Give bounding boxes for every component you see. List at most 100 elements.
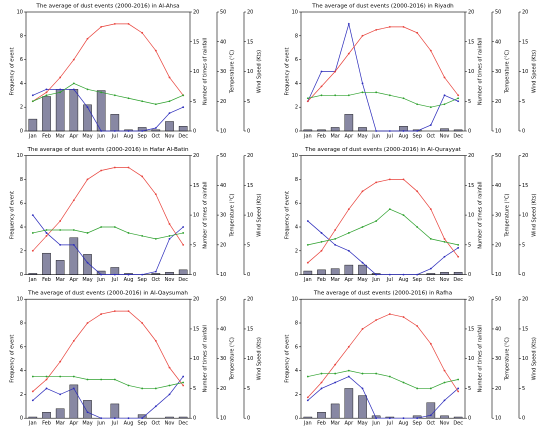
series-point — [361, 328, 364, 330]
series-line — [307, 22, 459, 132]
tick-label: 4 — [295, 81, 298, 87]
series-point — [457, 378, 460, 381]
x-tick-label: Sep — [137, 277, 146, 283]
tick-label: 15 — [522, 39, 528, 45]
tick-label: 20 — [220, 386, 226, 392]
axis-label: Number of times of rainfall — [203, 181, 209, 248]
bar — [358, 264, 367, 275]
bar — [110, 267, 120, 275]
tick-label: 20 — [247, 10, 253, 16]
series-point — [182, 375, 185, 378]
series-point — [429, 414, 432, 417]
series-point — [402, 97, 405, 100]
series-point — [31, 94, 34, 97]
series-point — [388, 273, 391, 276]
x-tick-label: Jan — [303, 421, 312, 427]
series-line — [32, 167, 184, 252]
tick-label: 15 — [247, 183, 253, 189]
x-tick-label: Apr — [70, 277, 80, 283]
series-point — [113, 166, 116, 169]
x-tick-label: May — [82, 134, 92, 140]
tick-label: 10 — [522, 213, 528, 219]
series-point — [402, 130, 405, 132]
bar — [303, 129, 313, 132]
bar — [453, 129, 463, 132]
tick-label: 2 — [20, 105, 23, 111]
series-point — [168, 393, 171, 396]
x-tick-label: Jun — [371, 421, 380, 427]
tick-label: 20 — [522, 153, 528, 159]
x-tick-label: Mar — [330, 134, 340, 140]
x-tick-label: Jun — [96, 421, 105, 427]
series-point — [72, 58, 75, 61]
series-point — [429, 387, 432, 390]
x-tick-label: Apr — [70, 421, 80, 427]
tick-label: 4 — [295, 368, 298, 374]
x-tick-label: Mar — [55, 277, 65, 283]
series-point — [182, 381, 185, 384]
x-tick-label: Jul — [386, 421, 393, 427]
series-point — [443, 381, 446, 384]
x-tick-label: Oct — [152, 134, 161, 140]
bar — [426, 273, 436, 275]
x-tick-label: May — [357, 134, 367, 140]
x-tick-label: Sep — [137, 421, 146, 427]
tick-label: 4 — [295, 225, 298, 231]
tick-label: 5 — [468, 386, 471, 392]
tick-label: 4 — [20, 368, 23, 374]
series-point — [72, 88, 75, 91]
series-point — [361, 372, 364, 375]
tick-label: 6 — [20, 344, 23, 350]
bar — [55, 260, 65, 275]
series-point — [45, 229, 48, 231]
series-line — [307, 91, 459, 108]
x-tick-label: Sep — [412, 277, 421, 283]
x-tick-label: Nov — [165, 134, 175, 140]
axis-label: Frequency of event — [10, 191, 16, 239]
tick-label: 0 — [247, 129, 250, 135]
tick-label: 0 — [468, 272, 471, 278]
tick-label: 10 — [247, 69, 253, 75]
series-point — [347, 249, 350, 252]
bar — [42, 252, 51, 275]
series-point — [182, 106, 185, 109]
tick-label: 20 — [495, 386, 501, 392]
series-point — [86, 88, 89, 91]
tick-label: 20 — [468, 10, 474, 16]
bar — [303, 270, 313, 275]
tick-label: 20 — [495, 99, 501, 105]
axis-label: Temperature (°C) — [230, 337, 236, 381]
tick-label: 8 — [20, 321, 23, 327]
bar — [440, 415, 449, 419]
series-point — [141, 31, 144, 34]
series-point — [59, 360, 62, 363]
series-point — [375, 273, 378, 276]
tick-label: 0 — [20, 272, 23, 278]
x-tick-label: Jun — [96, 277, 105, 283]
chart-title: The average of dust events (2000-2016) i… — [26, 147, 188, 153]
series-point — [402, 178, 405, 181]
series-point — [416, 31, 419, 34]
series-point — [100, 378, 103, 381]
series-point — [443, 238, 446, 240]
series-point — [168, 223, 171, 225]
x-tick-label: Sep — [137, 134, 146, 140]
tick-label: 0 — [20, 129, 23, 135]
tick-label: 15 — [468, 326, 474, 332]
series-point — [100, 169, 103, 172]
x-tick-label: Feb — [42, 134, 51, 140]
tick-label: 30 — [495, 69, 501, 75]
x-tick-label: Jan — [28, 421, 37, 427]
x-tick-label: May — [357, 421, 367, 427]
series-point — [361, 261, 364, 264]
series-point — [182, 384, 185, 387]
series-point — [306, 399, 309, 402]
series-point — [320, 85, 323, 88]
x-tick-label: Dec — [453, 277, 463, 283]
series-point — [141, 322, 144, 324]
tick-label: 20 — [468, 153, 474, 159]
series-point — [375, 372, 378, 375]
tick-label: 40 — [495, 183, 501, 189]
series-point — [375, 220, 378, 222]
